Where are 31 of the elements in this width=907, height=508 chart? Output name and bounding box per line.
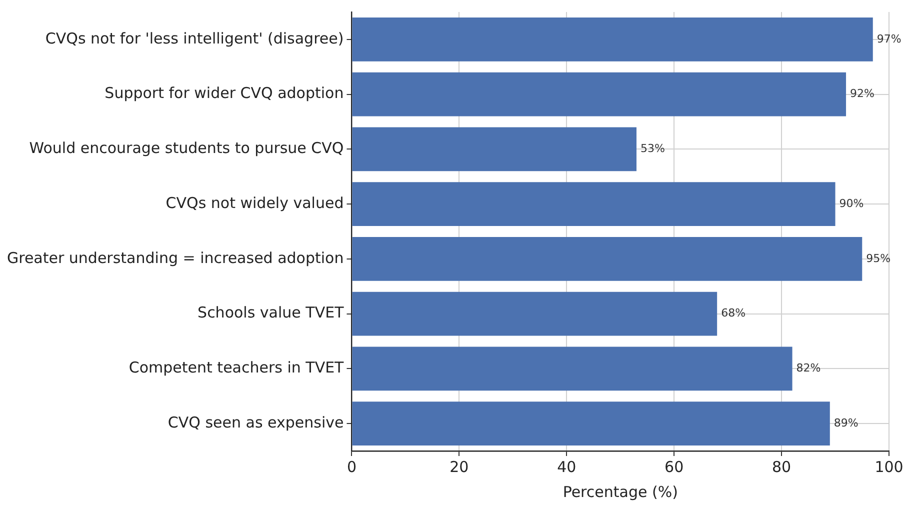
data-label: 82% [796, 362, 821, 375]
data-label: 90% [839, 196, 864, 210]
data-label: 68% [721, 306, 746, 320]
bar [352, 346, 792, 391]
x-tick-label: 0 [346, 458, 357, 476]
data-label: 89% [834, 416, 858, 430]
x-axis-title: Percentage (%) [562, 482, 678, 501]
bar [352, 402, 830, 446]
y-tick-label: Schools value TVET [198, 304, 345, 322]
data-label: 95% [866, 252, 891, 265]
y-tick-label: Would encourage students to pursue CVQ [29, 139, 344, 158]
data-label: 92% [850, 87, 874, 100]
bar [352, 236, 862, 281]
bar [352, 17, 873, 62]
data-label: 53% [640, 142, 665, 156]
y-tick-label: CVQs not widely valued [166, 194, 344, 212]
x-tick-label: 60 [664, 458, 684, 476]
y-tick-label: Competent teachers in TVET [128, 358, 345, 377]
x-tick-label: 80 [772, 458, 792, 476]
bar [352, 182, 836, 226]
data-label: 97% [876, 32, 902, 46]
bar [352, 72, 846, 116]
y-tick-label: Greater understanding = increased adoption [6, 248, 344, 267]
x-tick-label: 20 [450, 458, 469, 476]
x-tick-label: 100 [874, 458, 904, 476]
y-tick-label: CVQ seen as expensive [168, 413, 344, 432]
bar [352, 292, 718, 336]
y-tick-label: CVQs not for 'less intelligent' (disagree) [45, 29, 344, 48]
x-tick-label: 40 [557, 458, 576, 476]
bar [352, 127, 636, 172]
y-tick-label: Support for wider CVQ adoption [104, 84, 344, 102]
